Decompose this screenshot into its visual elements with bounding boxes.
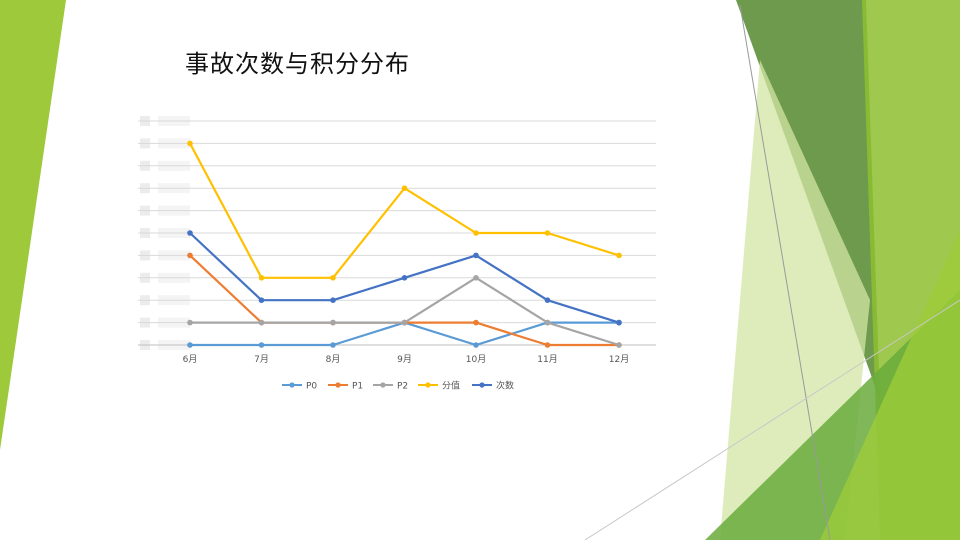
legend-marker [289,382,295,388]
legend-marker [335,382,341,388]
data-point [616,342,622,348]
data-point [544,230,551,236]
data-point [258,319,265,326]
x-tick-label: 10月 [466,354,486,365]
right-bright-green-shape [820,230,960,540]
data-point [473,342,479,348]
legend-item: P2 [373,382,408,392]
data-point [473,230,479,236]
data-point [473,252,479,259]
x-axis-ticks: 6月 7月 8月 9月 10月 11月 12月 [183,354,630,365]
legend-item: 次数 [472,380,514,392]
x-tick-label: 6月 [183,354,198,365]
data-point [330,297,336,304]
series-分值 [187,140,622,281]
legend-item: P0 [282,382,317,392]
data-point [258,275,265,281]
legend-item: P1 [328,382,363,392]
data-point [258,342,265,348]
legend-item: 分值 [418,380,460,392]
data-point [187,252,193,259]
data-point [401,185,408,191]
series-次数 [187,230,622,326]
data-point [187,230,193,236]
chart-series [187,140,622,348]
data-point [330,275,336,281]
left-green-bar [0,0,66,450]
data-point [330,319,336,326]
legend-marker [425,382,431,388]
x-tick-label: 9月 [397,354,412,365]
x-tick-label: 7月 [254,354,269,365]
legend-marker [380,382,386,388]
data-point [544,319,551,326]
x-tick-label: 11月 [537,354,557,365]
legend-label: P1 [352,382,363,392]
data-point [616,319,622,326]
data-point [401,275,408,281]
data-point [616,252,622,259]
data-point [401,319,408,326]
data-point [258,297,265,304]
legend-label: P0 [306,382,317,392]
data-point [187,342,193,348]
chart-grid [138,120,656,346]
series-P2 [187,275,622,348]
decor-line-diagonal [739,4,831,541]
legend-label: 次数 [496,380,514,392]
data-point [473,319,479,326]
series-line [190,276,620,347]
data-point [187,140,193,147]
legend-label: 分值 [442,380,460,392]
data-point [187,319,193,326]
data-point [544,342,551,348]
data-point [473,275,479,281]
slide-title: 事故次数与积分分布 [185,50,410,78]
decor-line-bottom [584,299,960,541]
x-tick-label: 12月 [609,354,629,365]
legend-marker [479,382,485,388]
x-tick-label: 8月 [326,354,341,365]
data-point [330,342,336,348]
data-point [544,297,551,304]
legend-label: P2 [397,382,408,392]
chart-legend: P0 P1 P2 分值 次数 [282,380,514,392]
